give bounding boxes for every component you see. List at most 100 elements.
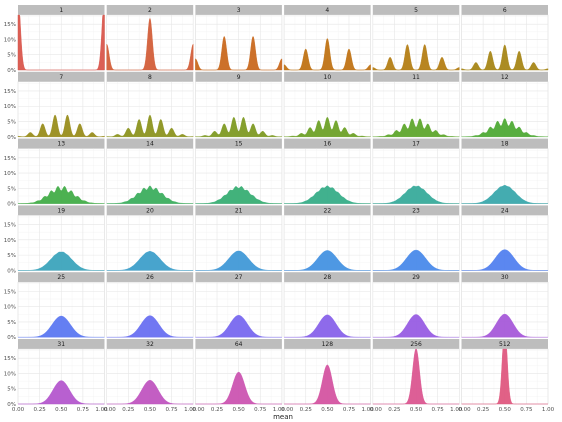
facet-strip bbox=[372, 339, 460, 349]
facet-panel-26: 26 bbox=[106, 272, 194, 338]
facet-panel-8: 8 bbox=[106, 71, 194, 138]
facet-panel-17: 17 bbox=[372, 138, 460, 204]
facet-strip-label: 28 bbox=[324, 274, 332, 281]
density-area bbox=[372, 314, 460, 338]
density-area bbox=[372, 44, 460, 71]
facet-strip bbox=[195, 339, 282, 349]
facet-panel-6: 6 bbox=[461, 5, 549, 71]
y-tick-label: 0% bbox=[7, 135, 16, 141]
density-area bbox=[461, 249, 548, 271]
facet-strip-label: 14 bbox=[146, 141, 154, 148]
density-area bbox=[284, 185, 371, 204]
facet-strip-label: 25 bbox=[57, 274, 65, 281]
y-tick-label: 5% bbox=[7, 387, 16, 393]
facet-panel-64: 64 0.00 0.25 0.50 0.75 1.00 bbox=[192, 339, 286, 413]
facet-strip-label: 8 bbox=[148, 74, 152, 81]
facet-strip-label: 11 bbox=[412, 74, 420, 81]
facet-strip-label: 2 bbox=[148, 7, 152, 14]
facet-panel-512: 512 0.00 0.25 0.50 0.75 1.00 bbox=[458, 339, 555, 413]
x-tick-label: 0.75 bbox=[432, 407, 445, 413]
x-tick-label: 0.50 bbox=[144, 407, 157, 413]
density-area bbox=[195, 315, 282, 338]
y-tick-label: 10% bbox=[4, 104, 16, 110]
x-tick-label: 0.75 bbox=[520, 407, 533, 413]
facet-panel-25: 25 0% 5% 10% 15% bbox=[4, 272, 105, 341]
facet-strip-label: 128 bbox=[322, 341, 334, 348]
density-area bbox=[18, 380, 105, 405]
facet-strip bbox=[18, 205, 105, 216]
x-tick-label: 0.75 bbox=[343, 407, 356, 413]
x-tick-label: 0.00 bbox=[192, 407, 205, 413]
facet-strip-label: 23 bbox=[412, 207, 420, 214]
density-area bbox=[461, 348, 548, 405]
density-area bbox=[17, 14, 105, 71]
facet-strip bbox=[461, 205, 548, 216]
y-tick-label: 0% bbox=[7, 402, 16, 408]
facet-strip bbox=[372, 5, 460, 15]
y-tick-label: 10% bbox=[4, 371, 16, 377]
facet-strip-label: 27 bbox=[235, 274, 243, 281]
facet-strip-label: 15 bbox=[235, 141, 243, 148]
facet-strip bbox=[106, 71, 194, 82]
facet-panel-28: 28 bbox=[283, 272, 371, 338]
facet-panel-32: 32 0.00 0.25 0.50 0.75 1.00 bbox=[104, 339, 197, 413]
facet-strip bbox=[284, 138, 371, 149]
density-area bbox=[106, 251, 194, 271]
facet-grid: 10%5%10%15%2 3 4 5 670%5%10%15%8 9 10 11 12130%5… bbox=[4, 5, 555, 413]
facet-strip-label: 13 bbox=[57, 141, 65, 148]
y-tick-label: 0% bbox=[7, 335, 16, 341]
x-tick-label: 1.00 bbox=[542, 407, 555, 413]
facet-strip-label: 30 bbox=[501, 274, 509, 281]
facet-strip bbox=[106, 272, 194, 283]
facet-strip bbox=[461, 272, 548, 283]
facet-strip-label: 12 bbox=[501, 74, 509, 81]
y-tick-label: 0% bbox=[7, 202, 16, 208]
density-area bbox=[17, 186, 105, 204]
facet-strip-label: 5 bbox=[414, 7, 418, 14]
facet-panel-1: 10%5%10%15% bbox=[4, 5, 105, 74]
x-tick-label: 0.25 bbox=[211, 407, 224, 413]
facet-strip bbox=[284, 272, 371, 283]
x-tick-label: 0.75 bbox=[165, 407, 178, 413]
y-tick-label: 15% bbox=[4, 356, 16, 362]
facet-strip-label: 29 bbox=[412, 274, 420, 281]
facet-panel-9: 9 bbox=[195, 71, 283, 138]
x-axis-title: mean bbox=[273, 413, 293, 421]
density-area bbox=[372, 249, 460, 271]
facet-panel-128: 128 0.00 0.25 0.50 0.75 1.00 bbox=[281, 339, 374, 413]
x-tick-label: 1.00 bbox=[184, 407, 197, 413]
facet-strip-label: 512 bbox=[499, 341, 511, 348]
y-tick-label: 5% bbox=[7, 186, 16, 192]
facet-panel-31: 31 0% 5% 10% 15% 0.00 0.25 0.50 0.75 1.00 bbox=[4, 339, 108, 413]
density-area bbox=[17, 114, 105, 137]
y-tick-label: 15% bbox=[4, 156, 16, 162]
facet-strip bbox=[106, 5, 194, 15]
facet-strip bbox=[195, 71, 282, 82]
density-area bbox=[461, 185, 548, 204]
facet-panel-2: 2 bbox=[106, 5, 194, 71]
density-area bbox=[106, 185, 194, 204]
density-area bbox=[195, 250, 282, 271]
x-tick-label: 0.75 bbox=[77, 407, 90, 413]
facet-panel-27: 27 bbox=[195, 272, 283, 338]
facet-strip-label: 6 bbox=[503, 7, 507, 14]
x-tick-label: 1.00 bbox=[273, 407, 286, 413]
x-tick-label: 0.50 bbox=[233, 407, 246, 413]
facet-strip-label: 16 bbox=[324, 141, 332, 148]
facet-strip-label: 22 bbox=[324, 207, 332, 214]
density-area bbox=[195, 36, 283, 71]
y-tick-label: 0% bbox=[7, 68, 16, 74]
facet-strip-label: 10 bbox=[324, 74, 332, 81]
facet-strip bbox=[284, 71, 371, 82]
facet-strip-label: 18 bbox=[501, 141, 509, 148]
density-area bbox=[18, 251, 105, 271]
facet-panel-20: 20 bbox=[106, 205, 194, 271]
facet-strip bbox=[284, 5, 371, 15]
density-area bbox=[283, 117, 371, 137]
facet-strip-label: 32 bbox=[146, 341, 154, 348]
density-area bbox=[461, 118, 549, 137]
x-tick-label: 0.25 bbox=[477, 407, 490, 413]
facet-strip-label: 24 bbox=[501, 207, 509, 214]
